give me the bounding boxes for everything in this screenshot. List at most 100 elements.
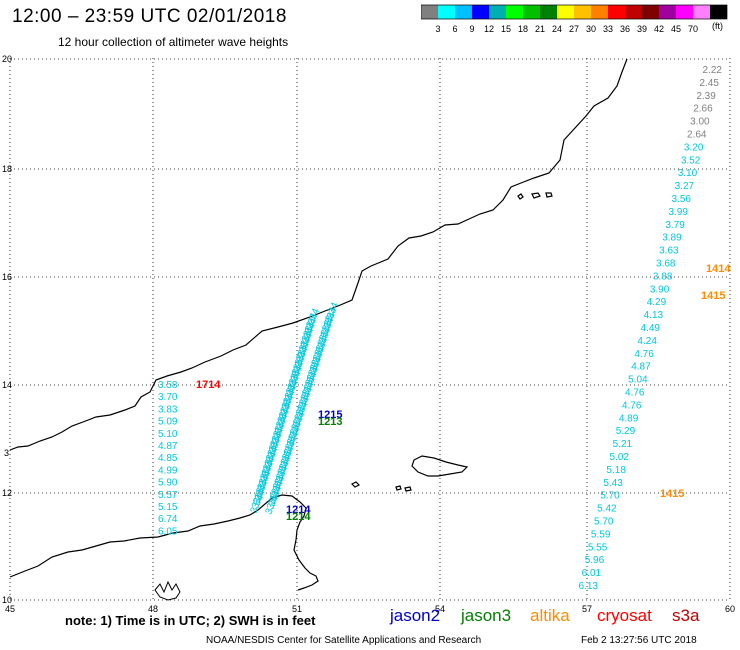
colorbar-label: 33	[603, 24, 613, 34]
colorbar-swatch	[421, 5, 438, 19]
colorbar-frame	[421, 4, 728, 20]
legend-jason3: jason3	[461, 606, 512, 625]
lon-tick-label: 48	[148, 604, 158, 614]
swh-value: 5.18	[606, 465, 626, 476]
swh-value: 3.70	[158, 392, 178, 403]
swh-value: 3.99	[668, 207, 688, 218]
lon-tick-label: 54	[435, 604, 445, 614]
footer-note: note: 1) Time is in UTC; 2) SWH is in fe…	[65, 613, 316, 628]
lat-tick-label: 16	[2, 272, 12, 282]
diagonal-altimeter-track: 3.543.343.343.543.343.343.543.343.343.54…	[249, 301, 342, 517]
colorbar-label: 30	[586, 24, 596, 34]
map-grid	[9, 58, 731, 601]
swh-value: 5.09	[158, 417, 178, 428]
swh-value: 2.66	[693, 104, 713, 115]
small-island	[395, 485, 402, 491]
colorbar-label: 70	[688, 24, 698, 34]
swh-value: 3.79	[665, 220, 685, 231]
swh-value: 5.10	[158, 429, 178, 440]
colorbar-swatch	[676, 5, 693, 19]
pass-time-label: 1214	[286, 511, 311, 523]
socotra-island	[411, 455, 469, 477]
swh-value: 3.89	[662, 233, 682, 244]
colorbar-swatch	[693, 5, 710, 19]
swh-value: 4.89	[619, 413, 639, 424]
colorbar-label: 3	[435, 24, 440, 34]
swh-value: 2.45	[699, 78, 719, 89]
swh-value: 3.68	[656, 259, 676, 270]
small-island	[350, 481, 361, 488]
legend-altika: altika	[530, 606, 570, 625]
right-altimeter-track: 2.22 2.45 2.39 2.66 3.00 2.643.20 3.52 3.10 3.27…	[579, 65, 723, 592]
swh-value: 5.70	[594, 517, 614, 528]
page-subtitle: 12 hour collection of altimeter wave hei…	[58, 35, 289, 49]
swh-value: 5.02	[610, 452, 630, 463]
swh-value: 5.04	[628, 375, 648, 386]
small-island	[545, 192, 553, 198]
swh-value: 4.87	[631, 362, 651, 373]
swh-value: 5.70	[600, 491, 620, 502]
colorbar-label: 45	[671, 24, 681, 34]
pass-time-label: 1214	[286, 504, 311, 516]
swh-value: 5.15	[158, 502, 178, 513]
swh-value: 4.76	[622, 400, 642, 411]
colorbar-swatch	[557, 5, 574, 19]
swh-value: 3.58	[158, 380, 178, 391]
credit-line: NOAA/NESDIS Center for Satellite Applica…	[206, 635, 482, 646]
colorbar-label: 12	[484, 24, 494, 34]
colorbar-label: 21	[535, 24, 545, 34]
left-altimeter-track: 3.583.703.83 5.095.104.874.854.99 5.905.57…	[158, 380, 178, 537]
colorbar-label: 6	[452, 24, 457, 34]
generation-timestamp: Feb 2 13:27:56 UTC 2018	[581, 635, 697, 646]
swh-value: 3.63	[659, 246, 679, 257]
legend-jason2: jason2	[390, 606, 441, 625]
legend-s3a: s3a	[672, 606, 700, 625]
colorbar-swatch	[608, 5, 625, 19]
coastline	[9, 58, 628, 601]
colorbar-label: 27	[569, 24, 579, 34]
swh-value: 4.85	[158, 453, 178, 464]
swh-value: 5.42	[597, 504, 617, 515]
swh-value: 6.13	[579, 581, 599, 592]
swh-value: 3.52	[681, 155, 701, 166]
small-island	[404, 486, 412, 492]
lon-tick-label: 57	[582, 604, 592, 614]
colorbar-label: 15	[501, 24, 511, 34]
pass-time-label: 1714	[196, 379, 221, 391]
small-island	[531, 192, 541, 199]
colorbar-label: 42	[654, 24, 664, 34]
colorbar-swatch	[659, 5, 676, 19]
swh-value: 6.01	[582, 568, 602, 579]
colorbar: 3 6 9 12 15 18 21 24 27 30 33 36 39 42 45 70	[421, 4, 728, 34]
colorbar-swatch	[472, 5, 489, 19]
colorbar-swatch	[506, 5, 523, 19]
legend-cryosat: cryosat	[597, 606, 652, 625]
swh-value: 2.39	[696, 91, 716, 102]
lat-tick-label: 10	[2, 595, 12, 605]
swh-value: 4.29	[647, 297, 667, 308]
lat-tick-label: 18	[2, 164, 12, 174]
swh-value: 6.05	[158, 526, 178, 537]
colorbar-swatch	[523, 5, 540, 19]
colorbar-label: 24	[552, 24, 562, 34]
pass-time-label: 1415	[701, 290, 725, 302]
colorbar-swatch	[455, 5, 472, 19]
swh-value: 5.57	[158, 490, 178, 501]
lon-tick-label: 60	[725, 604, 735, 614]
lon-tick-label: 45	[5, 604, 15, 614]
pass-time-label: 1414	[706, 263, 731, 275]
swh-value: 2.64	[687, 130, 707, 141]
swh-value: 4.13	[644, 310, 664, 321]
colorbar-swatch	[591, 5, 608, 19]
colorbar-label: 18	[518, 24, 528, 34]
swh-value: 5.55	[588, 542, 608, 553]
colorbar-swatch	[438, 5, 455, 19]
swh-value: 3.83	[158, 404, 178, 415]
swh-value: 5.90	[158, 478, 178, 489]
swh-value: 3.00	[690, 117, 710, 128]
swh-value: 3.90	[650, 284, 670, 295]
swh-value: 2.22	[703, 65, 723, 76]
pass-time-label: 1213	[318, 416, 342, 428]
